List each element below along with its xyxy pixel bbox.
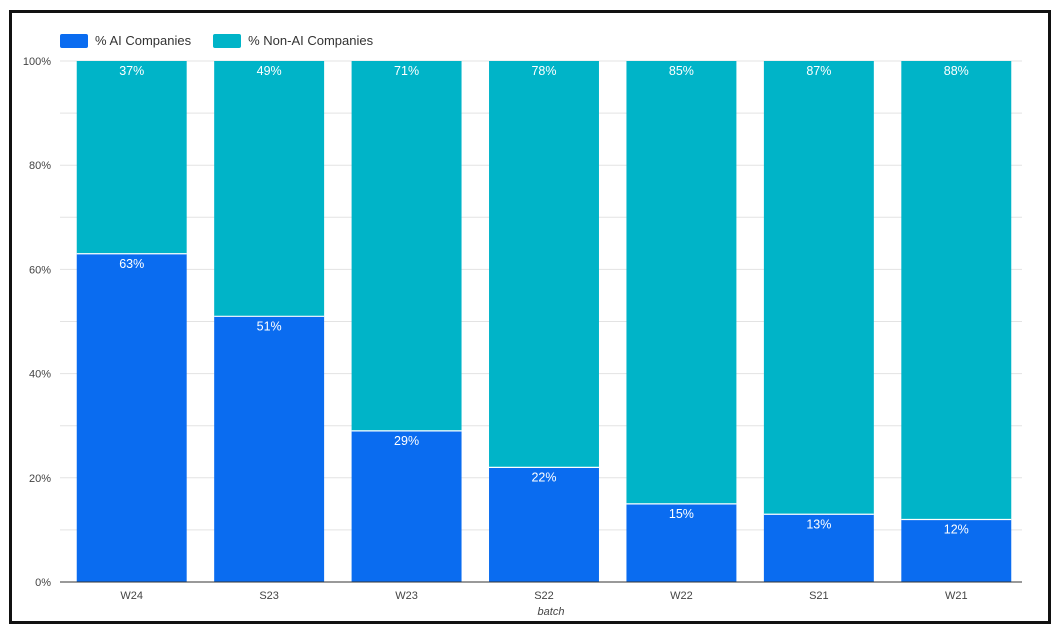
bar-segment-W21-non-ai	[901, 61, 1012, 520]
chart-legend: % AI Companies % Non-AI Companies	[60, 33, 395, 48]
legend-item-ai[interactable]: % AI Companies	[60, 33, 191, 48]
data-label: 51%	[257, 319, 282, 333]
bar-segment-W22-ai	[626, 503, 737, 582]
legend-item-non-ai[interactable]: % Non-AI Companies	[213, 33, 373, 48]
data-label: 22%	[531, 470, 556, 484]
data-label: 12%	[944, 522, 969, 536]
bar-segment-W22-non-ai	[626, 61, 737, 504]
bar-segment-W23-ai	[351, 430, 462, 582]
bar-segment-S22-ai	[489, 467, 599, 582]
x-tick-label: W24	[120, 590, 143, 602]
data-label: 85%	[669, 64, 694, 78]
data-label: 13%	[806, 517, 831, 531]
legend-label-non-ai: % Non-AI Companies	[248, 33, 374, 48]
data-label: 29%	[394, 434, 419, 448]
bar-segment-S21-non-ai	[763, 61, 874, 515]
data-label: 15%	[669, 507, 694, 521]
y-tick-label: 20%	[29, 473, 51, 485]
bar-segment-S21-ai	[763, 514, 874, 582]
x-tick-label: S21	[809, 590, 829, 602]
bar-segment-S23-ai	[214, 316, 325, 582]
x-tick-label: S22	[534, 590, 554, 602]
bar-segment-W23-non-ai	[351, 61, 462, 431]
data-label: 87%	[806, 64, 831, 78]
x-tick-label: W23	[395, 590, 418, 602]
bar-segment-W24-ai	[76, 253, 187, 582]
bar-segment-W24-non-ai	[76, 61, 187, 254]
data-label: 88%	[944, 64, 969, 78]
bar-segment-S22-non-ai	[489, 61, 599, 468]
bar-segment-S23-non-ai	[214, 61, 325, 317]
legend-swatch-ai	[60, 33, 88, 48]
data-label: 37%	[119, 64, 144, 78]
data-label: 78%	[531, 64, 556, 78]
y-tick-label: 40%	[29, 369, 51, 381]
bar-segment-W21-ai	[901, 519, 1012, 582]
y-tick-label: 80%	[29, 160, 51, 172]
data-label: 71%	[394, 64, 419, 78]
x-tick-label: W22	[670, 590, 693, 602]
legend-label-ai: % AI Companies	[95, 33, 192, 48]
y-tick-label: 100%	[23, 56, 51, 68]
data-label: 49%	[257, 64, 282, 78]
y-tick-label: 0%	[35, 577, 51, 589]
x-tick-label: W21	[945, 590, 968, 602]
x-tick-label: S23	[259, 590, 279, 602]
legend-swatch-non-ai	[213, 33, 242, 48]
y-tick-label: 60%	[29, 264, 51, 276]
x-axis-title: batch	[538, 606, 565, 618]
data-label: 63%	[119, 257, 144, 271]
